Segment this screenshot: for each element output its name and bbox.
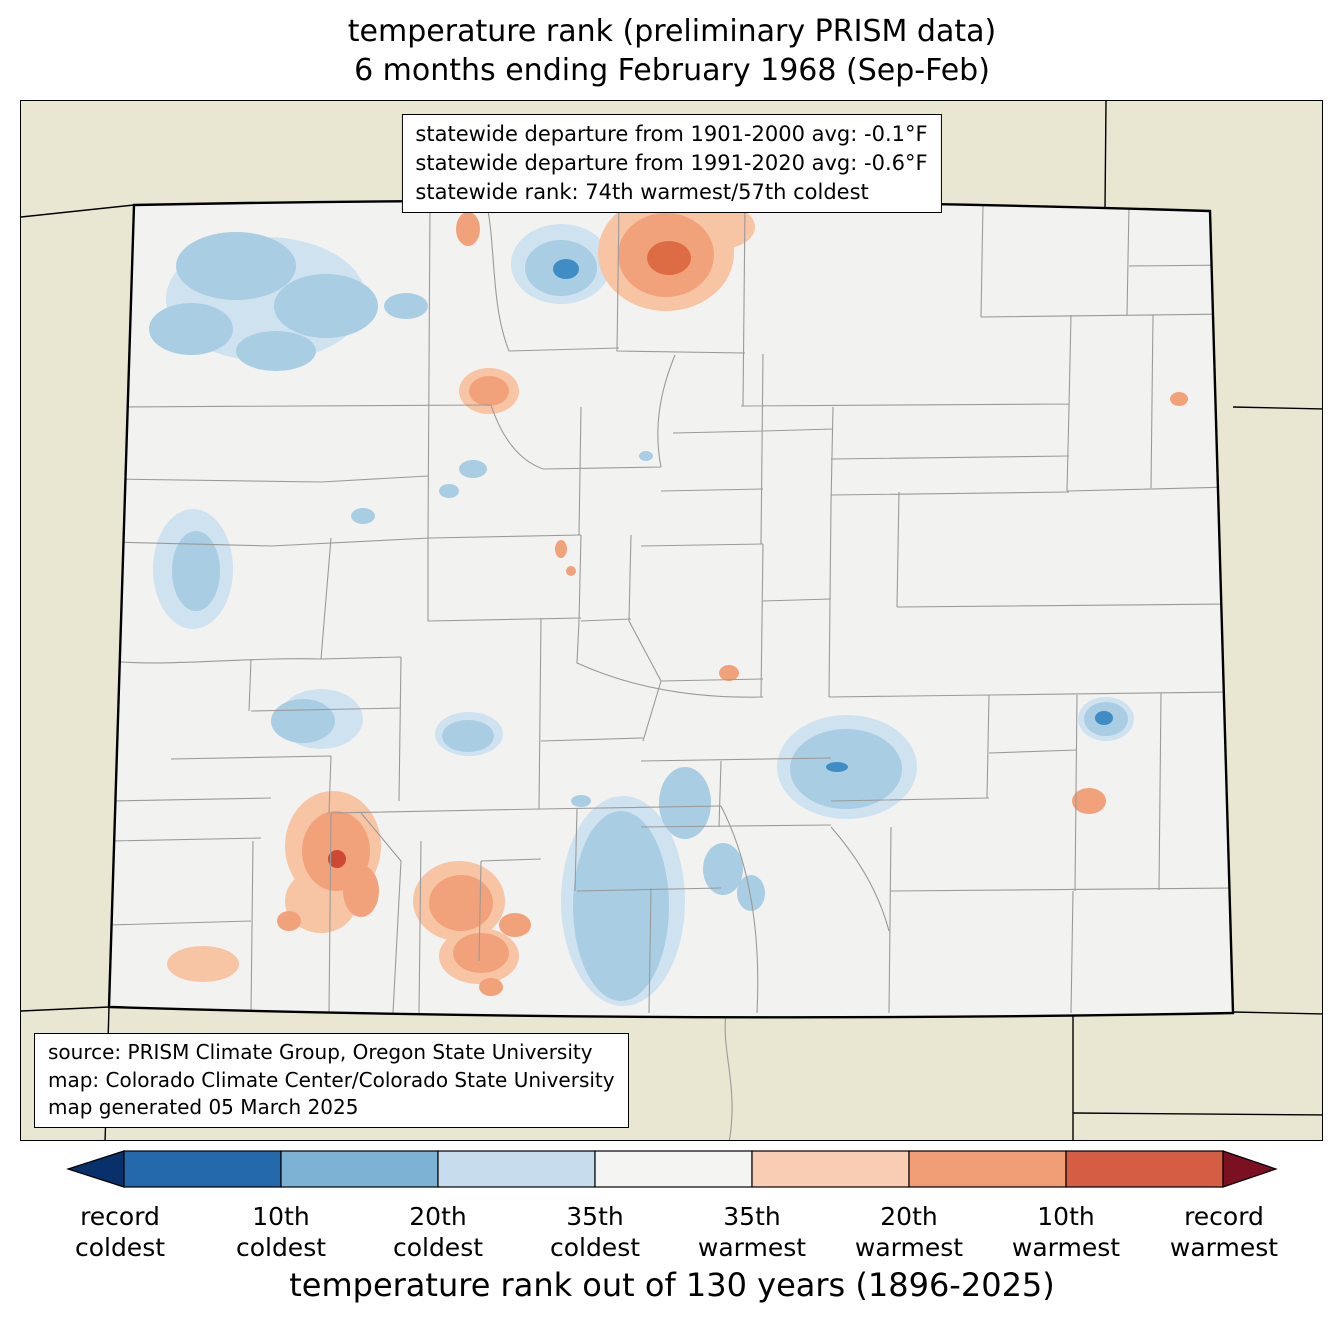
colorbar-arrow-record-warmest: [1222, 1150, 1278, 1188]
colorbar-label-10th-warmest: 10th warmest: [1011, 1202, 1121, 1262]
cold-anomaly-cores: [553, 259, 1113, 772]
source-box: source: PRISM Climate Group, Oregon Stat…: [34, 1033, 629, 1128]
stats-line-2: statewide departure from 1991-2020 avg: …: [415, 150, 928, 175]
colorbar-segment: [594, 1150, 753, 1188]
stats-line-3: statewide rank: 74th warmest/57th coldes…: [415, 179, 869, 204]
warm-anomaly-cores: [647, 241, 691, 275]
colorbar-label-20th-warmest: 20th warmest: [854, 1202, 964, 1262]
map-title: temperature rank (preliminary PRISM data…: [0, 12, 1344, 90]
colorbar-label-35th-warmest: 35th warmest: [697, 1202, 807, 1262]
map-title-line2: 6 months ending February 1968 (Sep-Feb): [354, 53, 990, 88]
colorbar-arrow-record-coldest: [66, 1150, 125, 1188]
source-line-1: source: PRISM Climate Group, Oregon Stat…: [48, 1040, 593, 1065]
source-line-2: map: Colorado Climate Center/Colorado St…: [48, 1067, 615, 1092]
cold-anomaly-patches: [149, 232, 1128, 1001]
colorbar-segment: [437, 1150, 596, 1188]
neighbor-river-line: [724, 1012, 733, 1140]
colorbar-caption: temperature rank out of 130 years (1896-…: [289, 1266, 1055, 1304]
colorbar-label-record-warmest: record warmest: [1169, 1202, 1279, 1262]
colorbar-segment: [908, 1150, 1067, 1188]
map-title-line1: temperature rank (preliminary PRISM data…: [347, 14, 997, 49]
warm-anomaly-record-core: [328, 850, 346, 868]
stats-line-1: statewide departure from 1901-2000 avg: …: [415, 122, 928, 146]
colorbar: [66, 1150, 1278, 1188]
map-axes: statewide departure from 1901-2000 avg: …: [20, 100, 1323, 1141]
colorbar-label-record-coldest: record coldest: [74, 1202, 166, 1262]
colorbar-label-10th-coldest: 10th coldest: [235, 1202, 327, 1262]
colorbar-segment: [123, 1150, 282, 1188]
source-line-3: map generated 05 March 2025: [48, 1095, 359, 1120]
county-boundaries: [109, 204, 1233, 1014]
colorbar-segment: [1065, 1150, 1224, 1188]
colorbar-label-35th-coldest: 35th coldest: [549, 1202, 641, 1262]
colorbar-label-20th-coldest: 20th coldest: [392, 1202, 484, 1262]
colorado-map: [21, 101, 1322, 1140]
colorbar-segment: [280, 1150, 439, 1188]
statewide-stats-box: statewide departure from 1901-2000 avg: …: [401, 114, 942, 213]
colorbar-segment: [751, 1150, 910, 1188]
